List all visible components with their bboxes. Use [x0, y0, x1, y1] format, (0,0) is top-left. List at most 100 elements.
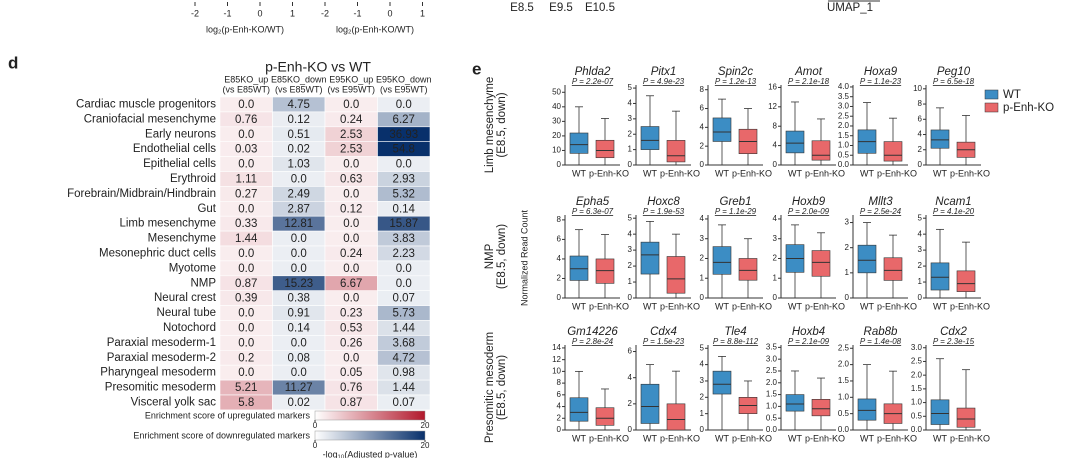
row-label: NMP: [484, 243, 496, 269]
row-label: Notochord: [163, 322, 216, 334]
box: [811, 399, 831, 417]
y-tick-label: 16: [768, 83, 777, 92]
cell-label: 0.0: [343, 293, 359, 305]
cell-label: 3.68: [393, 337, 415, 349]
y-tick-label: 2.5: [766, 366, 778, 375]
legend-label: WT: [1003, 89, 1021, 101]
cell-label: 0.02: [288, 144, 310, 156]
p-value: P = 2.8e-24: [572, 337, 614, 346]
y-tick-label: 2.5: [838, 111, 850, 120]
y-tick-label: 8: [557, 215, 562, 224]
y-tick-label: 1: [773, 273, 778, 282]
cell-label: 0.0: [291, 173, 307, 185]
y-tick-label: 2.0: [911, 370, 923, 379]
row-label: Mesenchyme: [148, 233, 216, 245]
y-tick-label: 0.0: [766, 425, 778, 434]
cell-label: 0.12: [340, 203, 362, 215]
cell-label: 1.44: [393, 382, 416, 394]
cell-label: 0.53: [340, 322, 362, 334]
y-tick-label: 4: [700, 214, 705, 223]
p-value: P = 2.1e-09: [788, 337, 830, 346]
tick-label: 0: [257, 8, 262, 18]
box: [956, 407, 976, 428]
row-label: Limb mesenchyme: [484, 77, 496, 174]
y-tick-label: 2: [557, 274, 562, 283]
cell-label: 36.93: [389, 129, 418, 141]
y-tick-label: 3: [700, 376, 705, 385]
box: [712, 246, 732, 275]
stage-label: E8.5: [510, 2, 534, 14]
x-tick-label: WT: [933, 433, 947, 443]
y-tick-label: 1: [918, 277, 923, 286]
y-tick-label: 0: [628, 293, 633, 302]
y-tick-label: 5: [700, 343, 705, 352]
y-tick-label: 0: [918, 160, 923, 169]
cell-label: 0.0: [291, 263, 307, 275]
y-tick-label: 4.0: [838, 82, 850, 91]
y-tick-label: 1: [628, 277, 633, 286]
cell-label: 2.53: [340, 129, 362, 141]
y-tick-label: 2.0: [766, 378, 778, 387]
y-tick-label: 2: [628, 261, 633, 270]
gene-name: Pitx1: [651, 66, 677, 78]
cell-label: 0.0: [343, 233, 359, 245]
p-value: P = 4.9e-23: [643, 77, 685, 86]
row-label: (E8.5, down): [496, 92, 508, 157]
box: [666, 140, 686, 163]
umap-label: UMAP_1: [827, 2, 873, 14]
cell-label: 0.0: [291, 248, 307, 260]
cell-label: 0.03: [235, 144, 257, 156]
x-tick-label: WT: [788, 433, 802, 443]
tick-label: 20: [421, 421, 430, 430]
row-label: Presomitic mesoderm: [105, 382, 216, 394]
panel-letter: d: [8, 53, 18, 72]
cell-label: 4.72: [393, 352, 415, 364]
cell-label: 1.44: [235, 233, 258, 245]
color-bar: [314, 430, 426, 441]
y-tick-label: 4: [918, 130, 923, 139]
x-tick-label: WT: [860, 168, 874, 178]
y-tick-label: 14: [552, 343, 561, 352]
x-tick-label: WT: [933, 168, 947, 178]
cell-label: 0.0: [238, 263, 254, 275]
cell-label: 2.49: [288, 188, 310, 200]
cell-label: 0.87: [340, 397, 362, 409]
tick-label: -1: [223, 8, 231, 18]
row-label: Forebrain/Midbrain/Hindbrain: [67, 188, 216, 200]
cell-label: 0.0: [343, 352, 359, 364]
cell-label: 15.87: [389, 218, 418, 230]
gene-name: Amot: [794, 66, 823, 78]
column-subheader: (vs E85WT): [222, 84, 270, 94]
box: [930, 262, 950, 291]
column-header: E85KO_down: [271, 74, 327, 84]
y-tick-label: 1.0: [911, 398, 923, 407]
row-label: Paraxial mesoderm-2: [107, 352, 216, 364]
y-tick-label: 4: [557, 254, 562, 263]
y-tick-label: 2.0: [838, 360, 850, 369]
gene-name: Peg10: [937, 66, 971, 78]
y-tick-label: 1.0: [838, 392, 850, 401]
cell-label: 11.27: [285, 382, 313, 394]
x-tick-label: WT: [933, 301, 947, 311]
cell-label: 0.0: [343, 188, 359, 200]
cell-label: 0.76: [340, 382, 362, 394]
y-tick-label: 0: [628, 425, 633, 434]
y-tick-label: 3: [628, 114, 633, 123]
box: [738, 258, 758, 281]
cell-label: 0.14: [288, 322, 311, 334]
y-tick-label: 6: [557, 235, 562, 244]
gene-name: Hoxa9: [864, 66, 898, 78]
x-tick-label: p-Enh-KO: [660, 301, 700, 311]
gene-name: Cdx4: [650, 326, 677, 338]
row-label: Early neurons: [145, 128, 216, 140]
y-tick-label: 3.0: [766, 354, 778, 363]
cell-label: 0.0: [291, 337, 307, 349]
y-tick-label: 10: [913, 84, 922, 93]
gene-name: Ncam1: [935, 196, 971, 208]
y-tick-label: 3.5: [766, 342, 778, 351]
y-tick-label: 4: [700, 122, 705, 131]
x-tick-label: WT: [788, 301, 802, 311]
row-label: Craniofacial mesenchyme: [84, 113, 216, 125]
y-tick-label: 3: [700, 234, 705, 243]
x-tick-label: p-Enh-KO: [589, 301, 629, 311]
